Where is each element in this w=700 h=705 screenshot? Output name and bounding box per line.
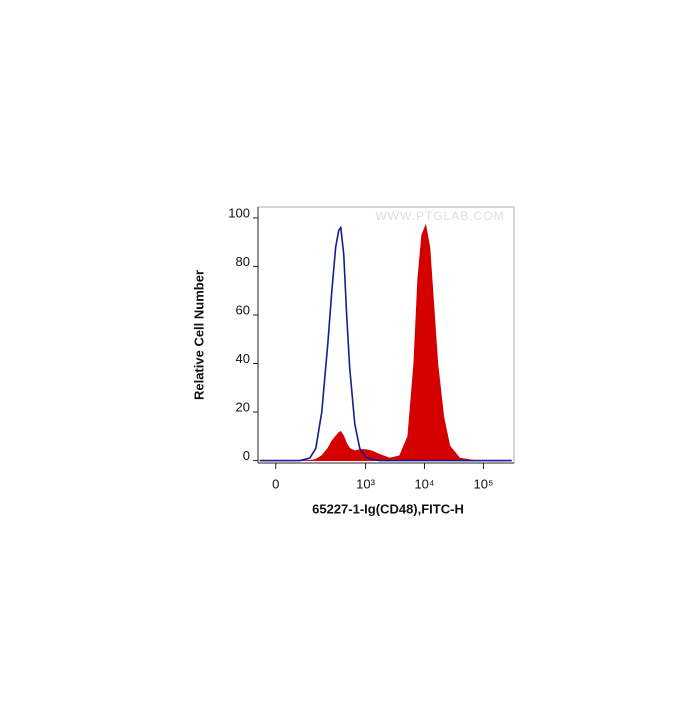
x-axis-title: 65227-1-Ig(CD48),FITC-H: [312, 501, 464, 516]
y-tick-label: 100: [228, 205, 250, 220]
y-axis-title: Relative Cell Number: [191, 270, 206, 400]
x-tick-label: 10⁴: [414, 476, 434, 491]
y-tick-label: 0: [243, 448, 250, 463]
x-tick-label: 0: [272, 476, 279, 491]
histogram-area: [259, 223, 512, 461]
y-tick-label: 40: [236, 351, 250, 366]
x-tick-label: 10³: [356, 476, 375, 491]
y-tick-label: 20: [236, 399, 250, 414]
x-tick-label: 10⁵: [474, 476, 494, 491]
histogram-line: [259, 225, 512, 462]
watermark: WWW.PTGLAB.COM: [375, 209, 504, 223]
y-tick-label: 60: [236, 302, 250, 317]
y-tick-label: 80: [236, 254, 250, 269]
